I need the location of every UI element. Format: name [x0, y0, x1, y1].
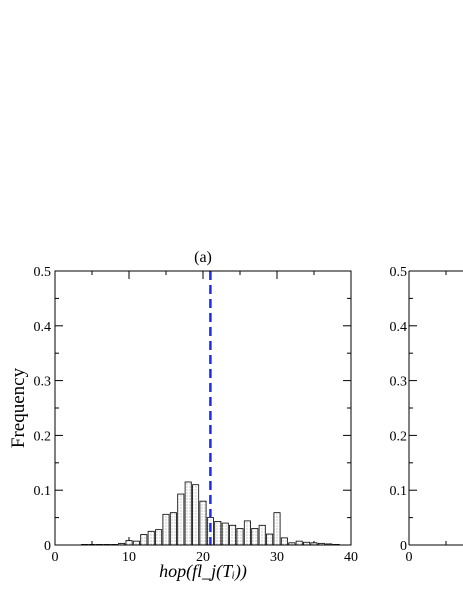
histogram-bar: [243, 520, 251, 546]
histogram-bar: [258, 524, 266, 546]
y-tick-label: 0.1: [34, 484, 52, 499]
panel-a-bars: [81, 481, 340, 546]
histogram-bar: [140, 534, 148, 546]
histogram-bar: [199, 500, 207, 546]
histogram-bar: [125, 540, 133, 546]
histogram-bar: [280, 537, 288, 546]
y-tick-label: 0.3: [34, 375, 52, 390]
panel-a-y-tick-labels: 0 0.1 0.2 0.3 0.4 0.5: [34, 265, 52, 554]
histogram-bar: [221, 522, 229, 546]
y-tick-label: 0.5: [390, 265, 408, 280]
panel-a-y-axis-title: Frequency: [8, 367, 29, 448]
panel-b-x-tick-label: 0: [406, 550, 413, 565]
y-tick-label: 0.4: [34, 320, 52, 335]
y-tick-label: 0.4: [390, 320, 408, 335]
panel-b: 0 0.1 0.2 0.3 0.4 0.5 0: [390, 265, 463, 565]
histogram-bar: [147, 530, 155, 546]
histogram-bar: [229, 524, 237, 546]
histogram-bar: [295, 540, 303, 546]
y-tick-label: 0.5: [34, 265, 52, 280]
panel-a-x-axis-title: hop(fl_j(Tᵢ)): [159, 561, 247, 582]
histogram-bar: [251, 528, 259, 546]
histogram-bar: [155, 529, 163, 546]
y-tick-label: 0: [44, 539, 51, 554]
x-tick-label: 0: [52, 550, 59, 565]
y-tick-label: 0.2: [390, 429, 408, 444]
histogram-bar: [266, 533, 274, 546]
x-tick-label: 30: [270, 550, 284, 565]
y-tick-label: 0.2: [34, 429, 52, 444]
histogram-bar: [184, 481, 192, 546]
histogram-bar: [214, 521, 222, 546]
y-tick-label: 0.3: [390, 375, 408, 390]
histogram-bar: [236, 528, 244, 546]
x-tick-label: 40: [344, 550, 358, 565]
y-tick-label: 0: [400, 539, 407, 554]
histogram-bar: [177, 493, 185, 546]
panel-a-label: (a): [194, 249, 212, 266]
panel-b-ticks: [408, 270, 447, 546]
x-tick-label: 20: [196, 550, 210, 565]
y-tick-label: 0.1: [390, 484, 408, 499]
panel-a-frame: [54, 270, 352, 546]
panel-a: (a) 0 0.1 0.2 0.3 0.4 0.5 0 10 20 30 40 Frequency…: [8, 249, 358, 582]
histogram-bar: [132, 540, 140, 546]
histogram-bar: [192, 484, 200, 546]
histogram-bar: [162, 513, 170, 546]
panel-a-x-tick-labels: 0 10 20 30 40: [52, 550, 359, 565]
histogram-bar: [169, 512, 177, 546]
histogram-bar: [273, 512, 281, 546]
panel-b-y-tick-labels: 0 0.1 0.2 0.3 0.4 0.5: [390, 265, 408, 554]
x-tick-label: 10: [122, 550, 136, 565]
